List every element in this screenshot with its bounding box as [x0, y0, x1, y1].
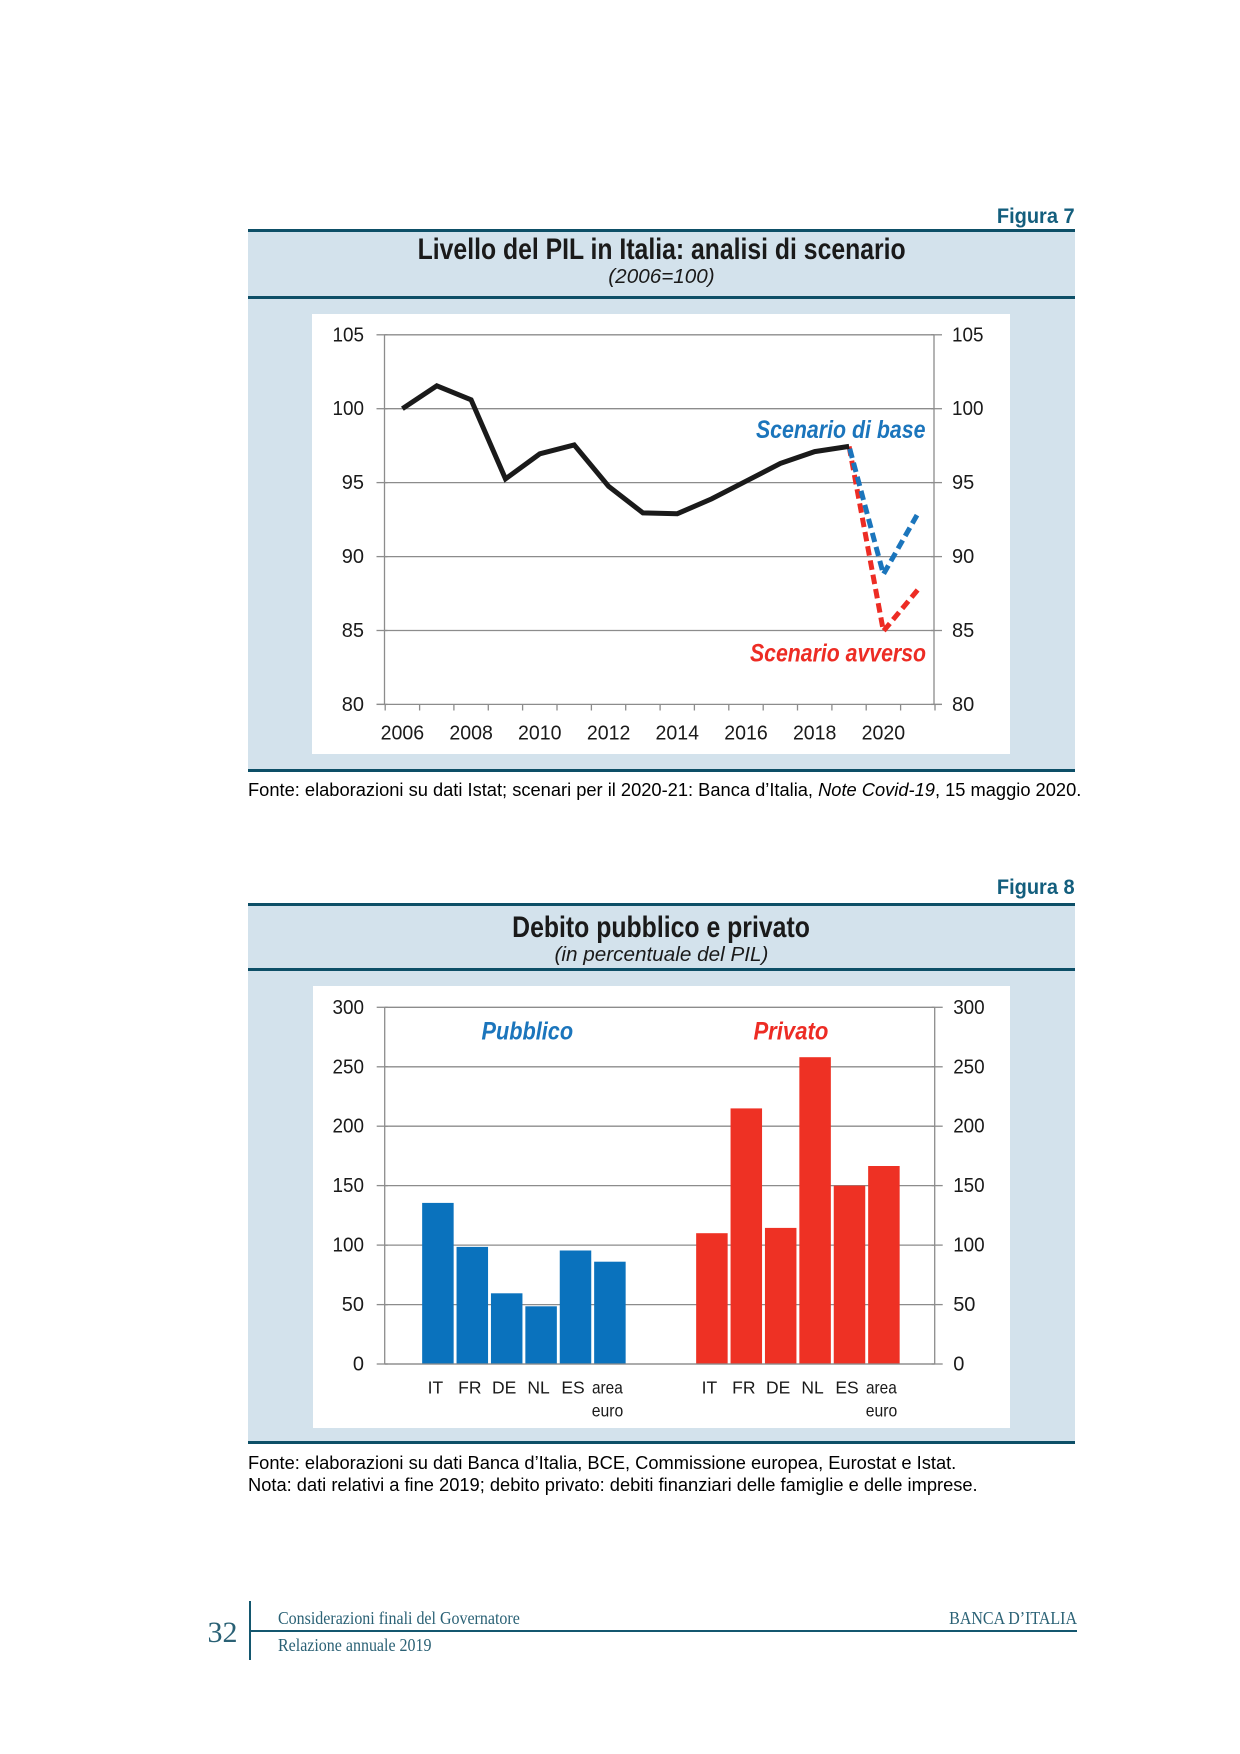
svg-text:2016: 2016: [724, 723, 768, 745]
svg-text:2014: 2014: [656, 723, 700, 745]
svg-text:50: 50: [953, 1294, 975, 1316]
svg-text:Pubblico: Pubblico: [481, 1017, 573, 1045]
svg-text:85: 85: [952, 620, 974, 642]
svg-text:200: 200: [953, 1115, 985, 1137]
svg-text:Scenario avverso: Scenario avverso: [750, 640, 926, 668]
svg-text:90: 90: [342, 546, 364, 568]
svg-text:area: area: [592, 1377, 623, 1397]
svg-text:Scenario di base: Scenario di base: [756, 416, 926, 444]
svg-text:250: 250: [953, 1056, 985, 1078]
svg-text:IT: IT: [427, 1377, 443, 1397]
svg-text:Privato: Privato: [753, 1017, 828, 1045]
svg-text:150: 150: [953, 1175, 985, 1197]
svg-text:2008: 2008: [449, 723, 493, 745]
svg-text:IT: IT: [701, 1377, 717, 1397]
svg-text:euro: euro: [592, 1400, 624, 1420]
svg-text:2006: 2006: [381, 723, 425, 745]
svg-text:FR: FR: [732, 1377, 755, 1397]
svg-text:2020: 2020: [862, 723, 906, 745]
svg-text:2012: 2012: [587, 723, 631, 745]
svg-text:95: 95: [952, 472, 974, 494]
svg-text:200: 200: [332, 1115, 364, 1137]
svg-text:105: 105: [333, 324, 365, 346]
svg-text:95: 95: [342, 472, 364, 494]
svg-text:100: 100: [333, 398, 365, 420]
svg-text:80: 80: [952, 694, 974, 716]
svg-text:50: 50: [342, 1294, 364, 1316]
svg-text:NL: NL: [527, 1377, 550, 1397]
svg-text:2010: 2010: [518, 723, 562, 745]
svg-text:100: 100: [952, 398, 984, 420]
svg-text:FR: FR: [458, 1377, 481, 1397]
svg-text:ES: ES: [561, 1377, 584, 1397]
svg-text:ES: ES: [835, 1377, 858, 1397]
svg-text:2018: 2018: [793, 723, 837, 745]
svg-text:DE: DE: [492, 1377, 516, 1397]
svg-text:300: 300: [953, 996, 985, 1018]
svg-text:area: area: [866, 1377, 897, 1397]
svg-text:85: 85: [342, 620, 364, 642]
svg-text:100: 100: [332, 1234, 364, 1256]
svg-text:250: 250: [332, 1056, 364, 1078]
svg-text:300: 300: [332, 996, 364, 1018]
svg-text:100: 100: [953, 1234, 985, 1256]
svg-text:150: 150: [332, 1175, 364, 1197]
svg-text:euro: euro: [866, 1400, 898, 1420]
svg-text:0: 0: [353, 1353, 364, 1375]
svg-text:0: 0: [953, 1353, 964, 1375]
svg-text:105: 105: [952, 324, 984, 346]
svg-text:90: 90: [952, 546, 974, 568]
svg-text:80: 80: [342, 694, 364, 716]
svg-text:NL: NL: [801, 1377, 824, 1397]
svg-text:DE: DE: [766, 1377, 790, 1397]
